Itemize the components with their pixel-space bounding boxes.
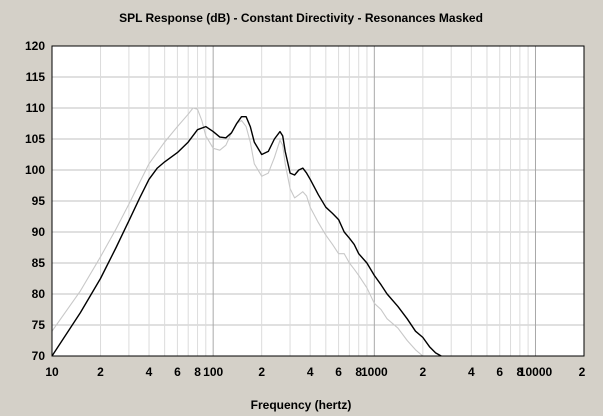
grid-layer (52, 46, 584, 356)
y-tick-label: 75 (32, 318, 46, 332)
x-tick-label: 10 (45, 365, 59, 379)
series-line-2 (51, 115, 442, 357)
plot-border (51, 45, 585, 357)
chart-title: SPL Response (dB) - Constant Directivity… (119, 11, 483, 25)
y-tick-label: 85 (32, 256, 46, 270)
x-tick-label: 6 (496, 365, 503, 379)
x-tick-label: 100 (203, 365, 223, 379)
series-line-1 (51, 107, 424, 357)
x-axis-label: Frequency (hertz) (251, 398, 352, 412)
y-tick-label: 115 (26, 70, 46, 84)
x-tick-label: 8 (355, 365, 362, 379)
x-tick-label: 4 (307, 365, 314, 379)
series-layer (51, 107, 442, 357)
x-tick-label: 2 (97, 365, 104, 379)
x-tick-label: 2 (579, 365, 586, 379)
x-tick-label: 8 (194, 365, 201, 379)
x-tick-label: 4 (468, 365, 475, 379)
x-tick-label: 1000 (361, 365, 388, 379)
y-tick-label: 70 (32, 349, 46, 363)
x-tick-label: 10000 (519, 365, 553, 379)
x-tick-label: 6 (174, 365, 181, 379)
y-tick-label: 95 (32, 194, 46, 208)
y-tick-label: 90 (32, 225, 46, 239)
x-tick-label: 2 (419, 365, 426, 379)
y-tick-label: 105 (25, 132, 45, 146)
y-tick-label: 120 (25, 39, 45, 53)
x-tick-label: 6 (335, 365, 342, 379)
y-tick-labels: 120 115 110 105 100 95 90 85 80 75 70 (25, 39, 45, 363)
x-tick-label: 8 (517, 365, 524, 379)
x-tick-label: 4 (146, 365, 153, 379)
y-tick-label: 80 (32, 287, 46, 301)
x-tick-label: 2 (258, 365, 265, 379)
y-tick-label: 100 (25, 163, 45, 177)
y-tick-label: 110 (26, 101, 46, 115)
